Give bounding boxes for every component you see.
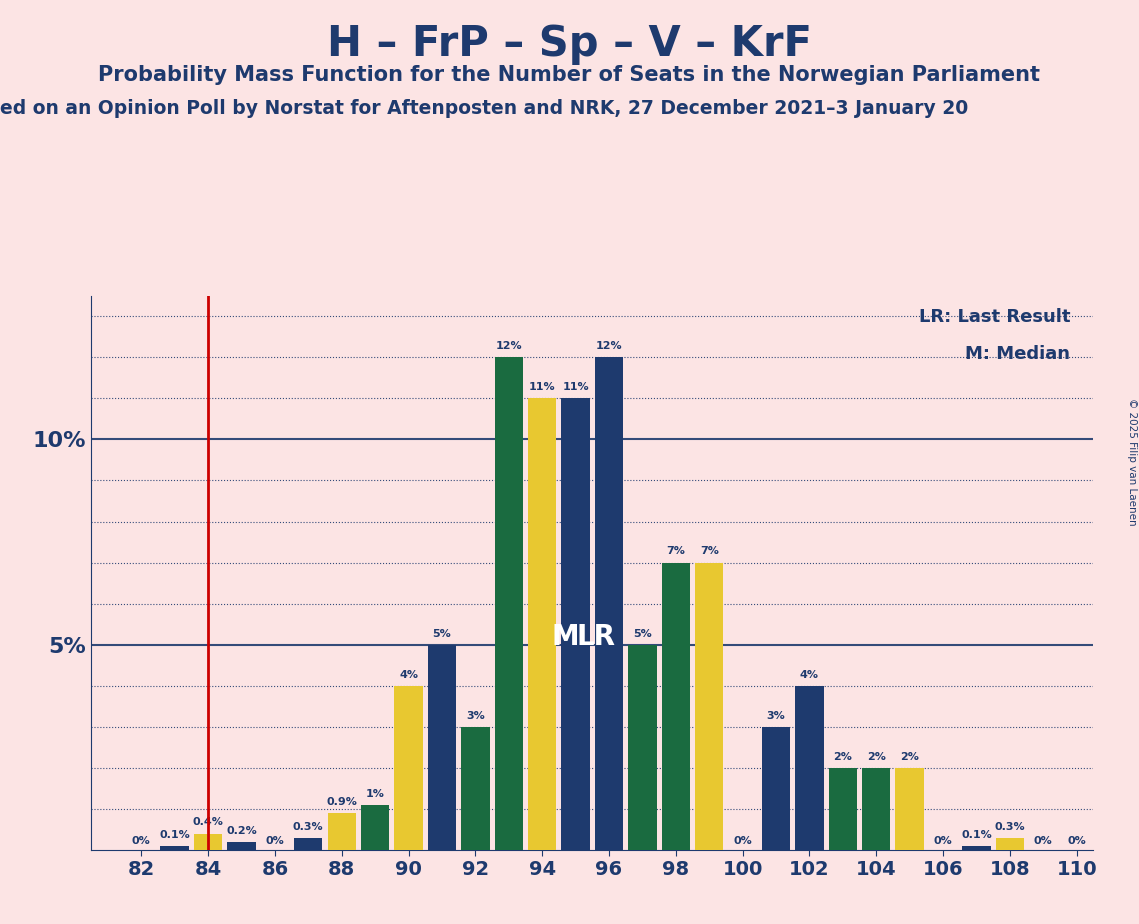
Text: H – FrP – Sp – V – KrF: H – FrP – Sp – V – KrF — [327, 23, 812, 65]
Text: ed on an Opinion Poll by Norstat for Aftenposten and NRK, 27 December 2021–3 Jan: ed on an Opinion Poll by Norstat for Aft… — [0, 99, 968, 118]
Text: 0.1%: 0.1% — [961, 830, 992, 840]
Text: 11%: 11% — [563, 383, 589, 392]
Text: 3%: 3% — [466, 711, 485, 721]
Text: 7%: 7% — [699, 546, 719, 556]
Text: 0.3%: 0.3% — [994, 821, 1025, 832]
Text: LR: Last Result: LR: Last Result — [918, 308, 1070, 326]
Text: © 2025 Filip van Laenen: © 2025 Filip van Laenen — [1126, 398, 1137, 526]
Text: 3%: 3% — [767, 711, 786, 721]
Bar — [461, 727, 490, 850]
Bar — [962, 846, 991, 850]
Text: 0%: 0% — [1067, 836, 1087, 846]
Text: 5%: 5% — [433, 628, 451, 638]
Text: 2%: 2% — [900, 752, 919, 761]
Text: M: Median: M: Median — [965, 345, 1070, 363]
Text: LR: LR — [576, 623, 615, 650]
Text: 4%: 4% — [399, 670, 418, 680]
Bar — [629, 645, 656, 850]
Text: 0%: 0% — [1034, 836, 1052, 846]
Text: M: M — [551, 623, 580, 650]
Bar — [829, 768, 857, 850]
Text: 11%: 11% — [528, 383, 556, 392]
Text: 5%: 5% — [633, 628, 652, 638]
Bar — [228, 842, 255, 850]
Text: 2%: 2% — [834, 752, 852, 761]
Bar — [194, 833, 222, 850]
Bar — [294, 838, 322, 850]
Bar — [328, 813, 355, 850]
Bar — [494, 358, 523, 850]
Bar — [762, 727, 790, 850]
Text: 12%: 12% — [495, 341, 522, 351]
Bar — [662, 563, 690, 850]
Text: 12%: 12% — [596, 341, 622, 351]
Text: 1%: 1% — [366, 789, 385, 798]
Bar — [862, 768, 891, 850]
Bar — [528, 398, 556, 850]
Text: 0%: 0% — [265, 836, 285, 846]
Bar — [161, 846, 189, 850]
Text: 7%: 7% — [666, 546, 686, 556]
Bar — [995, 838, 1024, 850]
Bar — [562, 398, 590, 850]
Text: 2%: 2% — [867, 752, 886, 761]
Bar — [394, 686, 423, 850]
Text: 0%: 0% — [934, 836, 952, 846]
Text: 0.4%: 0.4% — [192, 818, 223, 828]
Bar — [361, 805, 390, 850]
Text: 0.9%: 0.9% — [326, 797, 358, 807]
Bar — [428, 645, 456, 850]
Bar — [695, 563, 723, 850]
Text: 0.3%: 0.3% — [293, 821, 323, 832]
Text: 0%: 0% — [734, 836, 752, 846]
Text: Probability Mass Function for the Number of Seats in the Norwegian Parliament: Probability Mass Function for the Number… — [98, 65, 1041, 85]
Text: 0.1%: 0.1% — [159, 830, 190, 840]
Text: 0%: 0% — [132, 836, 150, 846]
Text: 0.2%: 0.2% — [227, 826, 256, 835]
Bar — [795, 686, 823, 850]
Bar — [895, 768, 924, 850]
Text: 4%: 4% — [800, 670, 819, 680]
Bar — [595, 358, 623, 850]
